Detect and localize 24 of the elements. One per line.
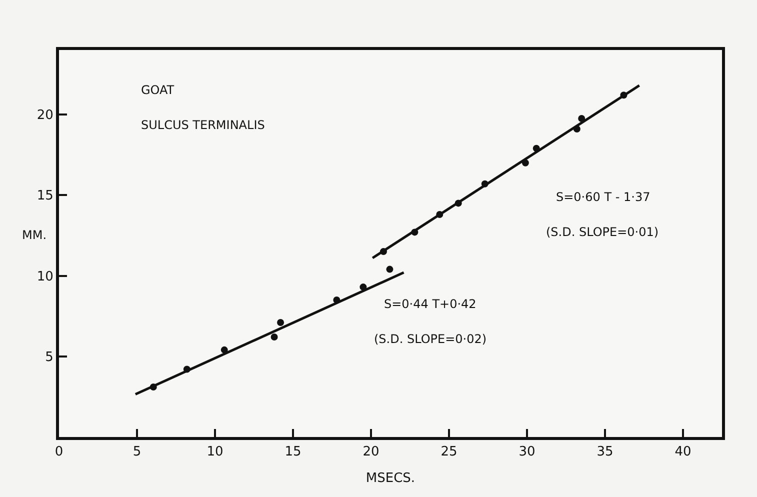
y-tick-label: 10 bbox=[36, 269, 54, 284]
x-tick-label: 40 bbox=[674, 444, 692, 460]
x-tick-label: 35 bbox=[596, 444, 614, 460]
point bbox=[386, 266, 394, 273]
annotation: GOAT bbox=[141, 83, 175, 97]
annotation: (S.D. SLOPE=0·01) bbox=[546, 225, 659, 239]
x-tick-label: 5 bbox=[132, 444, 142, 460]
y-tick-label: 20 bbox=[36, 108, 54, 124]
x-tick-label: 30 bbox=[518, 444, 536, 460]
point bbox=[277, 319, 284, 326]
y-axis-title: MM. bbox=[22, 228, 47, 242]
annotation: (S.D. SLOPE=0·02) bbox=[374, 332, 487, 346]
annotation: S=0·60 T - 1·37 bbox=[556, 190, 650, 204]
annotation: SULCUS TERMINALIS bbox=[141, 118, 265, 132]
x-tick-label: 20 bbox=[362, 444, 380, 460]
y-tick-label: 5 bbox=[45, 350, 54, 365]
x-tick-label: 15 bbox=[284, 444, 302, 460]
x-tick-label: 0 bbox=[54, 444, 64, 460]
x-tick-label: 10 bbox=[206, 444, 224, 460]
annotation: S=0·44 T+0·42 bbox=[384, 297, 476, 311]
y-tick-label: 15 bbox=[36, 188, 54, 204]
x-tick-label: 25 bbox=[440, 444, 458, 460]
x-axis-title: MSECS. bbox=[366, 471, 416, 486]
point bbox=[270, 334, 278, 341]
